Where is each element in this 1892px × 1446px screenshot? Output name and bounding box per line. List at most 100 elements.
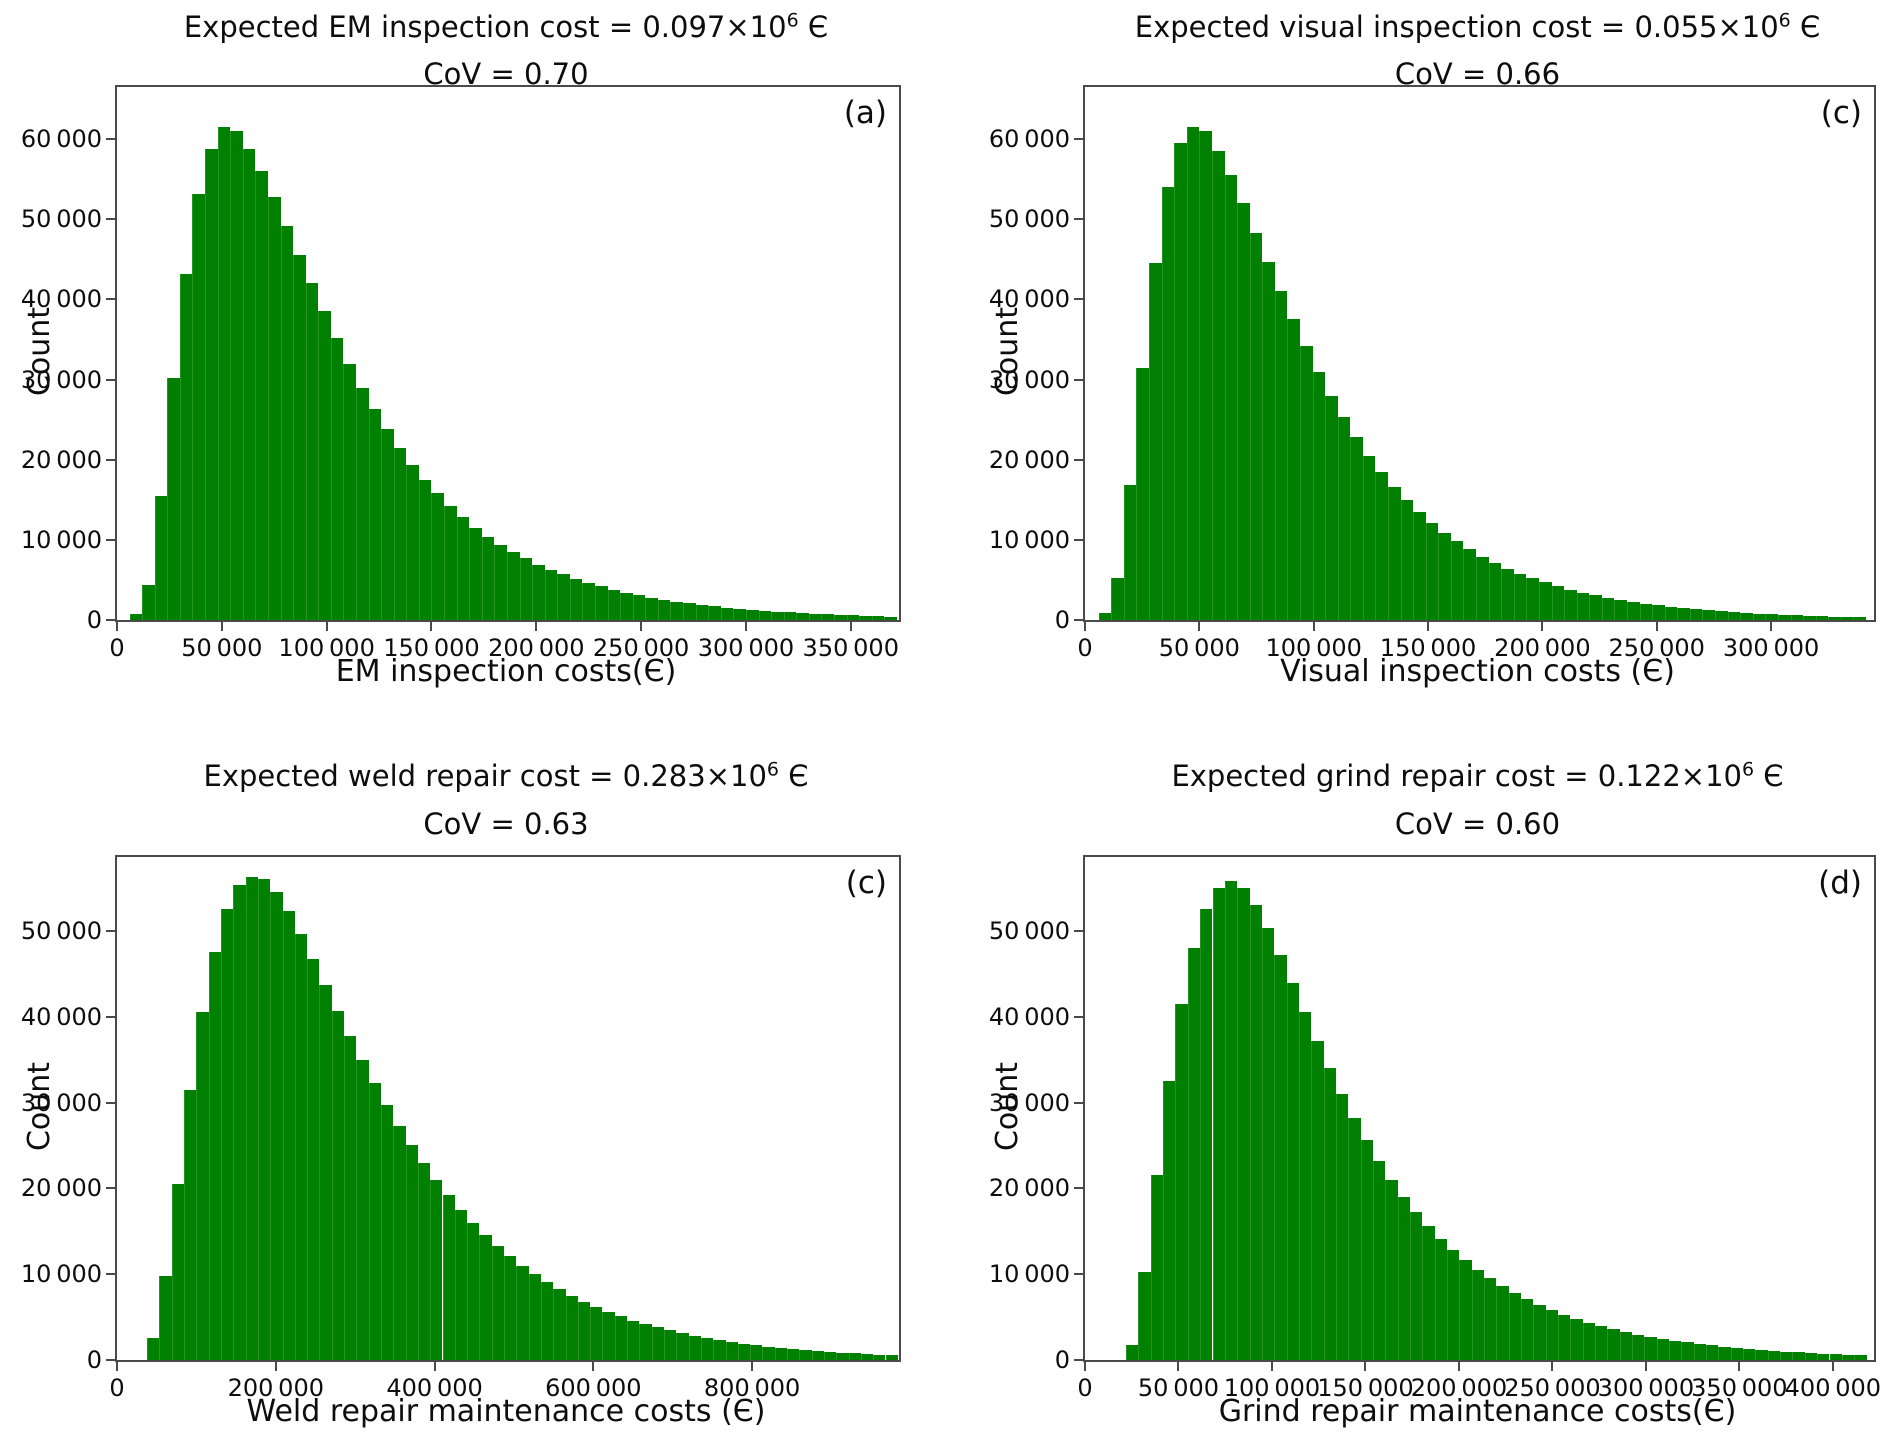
histogram-bar xyxy=(1150,1175,1164,1360)
histogram-bar xyxy=(745,609,759,620)
histogram-bar xyxy=(1360,1140,1373,1360)
x-tick-mark xyxy=(1427,622,1430,631)
y-tick-mark xyxy=(1074,458,1083,461)
histogram-bar xyxy=(1582,1322,1596,1360)
histogram-bar xyxy=(670,601,684,620)
histogram-bar xyxy=(1136,367,1150,620)
x-tick-label: 300 000 xyxy=(1722,634,1820,662)
histogram-bar xyxy=(1422,1226,1435,1360)
histogram-bar xyxy=(257,879,271,1360)
histogram-bar xyxy=(1463,549,1477,620)
histogram-bar xyxy=(1335,1093,1349,1360)
histogram-bar xyxy=(184,1089,197,1360)
subplot-c-top-plot-area: (c) 0 50 000 100 000 150 000 200 000 250 000 3… xyxy=(989,85,1876,662)
y-tick-mark xyxy=(106,138,115,141)
histogram-bar xyxy=(305,283,319,620)
subplot-a-panel-letter: (a) xyxy=(843,95,887,131)
histogram-bar xyxy=(519,558,533,620)
y-tick-label: 0 xyxy=(1054,1346,1070,1374)
y-tick-label: 50 000 xyxy=(20,916,102,945)
x-tick-mark xyxy=(640,622,643,631)
histogram-bar xyxy=(1175,1003,1188,1360)
x-tick-mark xyxy=(1655,622,1658,631)
histogram-bar xyxy=(846,615,860,620)
y-tick-label: 0 xyxy=(86,1346,102,1374)
histogram-bar xyxy=(1607,1329,1620,1360)
x-tick-label: 200 000 xyxy=(488,634,585,662)
histogram-bar xyxy=(1689,609,1703,620)
histogram-bar xyxy=(1693,1344,1707,1360)
subplot-c-bottom-title: Expected weld repair cost = 0.283×106 Є xyxy=(115,759,897,793)
y-tick-label: 60 000 xyxy=(20,125,102,154)
histogram-bar xyxy=(431,493,445,620)
y-tick-label: 10 000 xyxy=(20,525,102,554)
subplot-c-top-title-text: Expected visual inspection cost = 0.055×… xyxy=(1134,10,1779,44)
histogram-bar xyxy=(282,911,295,1360)
x-tick-mark xyxy=(116,1362,118,1371)
histogram-bar xyxy=(1677,607,1690,620)
histogram-bar xyxy=(456,517,470,620)
y-tick-mark xyxy=(1074,138,1083,141)
histogram-bar xyxy=(1350,437,1363,620)
histogram-bar xyxy=(700,1338,714,1360)
histogram-bar xyxy=(217,127,231,620)
x-tick-label: 250 000 xyxy=(592,634,690,662)
histogram-bars xyxy=(1085,87,1874,620)
histogram-bar xyxy=(676,1333,689,1360)
subplot-a: Expected EM inspection cost = 0.097×106 … xyxy=(0,0,946,723)
histogram-bar xyxy=(245,876,258,1360)
histogram-bar xyxy=(1397,1196,1410,1360)
histogram-bar xyxy=(1730,1347,1744,1360)
histogram-bar xyxy=(762,1346,775,1360)
histogram-bar xyxy=(356,387,369,620)
histogram-bar xyxy=(1627,601,1640,620)
histogram-bar xyxy=(1841,1354,1855,1360)
histogram-bar xyxy=(639,1323,652,1360)
histogram-bar xyxy=(1312,371,1326,620)
histogram-bar xyxy=(1138,1272,1151,1360)
histogram-bar xyxy=(823,1351,837,1360)
x-tick-mark xyxy=(1551,1362,1554,1371)
y-tick-mark xyxy=(1074,538,1083,541)
histogram-bar xyxy=(737,1343,751,1360)
x-tick-label: 50 000 xyxy=(1137,1374,1220,1402)
subplot-c-top-title: Expected visual inspection cost = 0.055×… xyxy=(1083,10,1872,44)
x-tick-label: 50 000 xyxy=(1158,634,1240,662)
subplot-a-plot-area: (a) 0 50 000 100 000 150 000 200 000 250 000 3… xyxy=(21,85,901,662)
histogram-bar xyxy=(1438,532,1451,620)
histogram-bar xyxy=(1780,1351,1793,1360)
histogram-bar xyxy=(1286,983,1299,1360)
histogram-bar xyxy=(1400,499,1414,620)
histogram-bar xyxy=(860,1354,874,1360)
histogram-bar xyxy=(230,131,243,620)
y-tick-label: 40 000 xyxy=(988,285,1070,314)
histogram-bar xyxy=(1538,582,1552,620)
histogram-bar xyxy=(1715,611,1728,620)
histogram-bar xyxy=(196,1012,209,1360)
histogram-bar xyxy=(1450,541,1464,620)
x-tick-label: 400 000 xyxy=(386,1374,483,1402)
x-tick-label: 0 xyxy=(1077,634,1093,662)
histogram-bar xyxy=(1526,578,1539,620)
x-tick-label: 350 000 xyxy=(802,634,899,662)
histogram-bar xyxy=(1149,263,1162,620)
histogram-bar xyxy=(442,1195,455,1360)
histogram-bar xyxy=(607,589,621,620)
histogram-bar xyxy=(481,536,495,620)
x-tick-mark xyxy=(433,1362,436,1371)
histogram-bar xyxy=(1521,1299,1534,1360)
histogram-bar xyxy=(871,616,885,620)
histogram-bar xyxy=(1727,612,1741,620)
histogram-bar xyxy=(1471,1269,1484,1360)
histogram-bar xyxy=(848,1353,861,1360)
histogram-bar xyxy=(167,377,180,620)
x-tick-mark xyxy=(220,622,223,631)
x-tick-label: 0 xyxy=(109,634,125,662)
subplot-c-bottom-title-unit: Є xyxy=(779,759,809,793)
histogram-bar xyxy=(267,196,281,620)
histogram-bar xyxy=(1425,523,1439,620)
histogram-bar xyxy=(1792,1352,1805,1360)
histogram-bar xyxy=(1765,614,1778,620)
y-tick-label: 50 000 xyxy=(988,916,1070,945)
histogram-bar xyxy=(1174,143,1187,620)
